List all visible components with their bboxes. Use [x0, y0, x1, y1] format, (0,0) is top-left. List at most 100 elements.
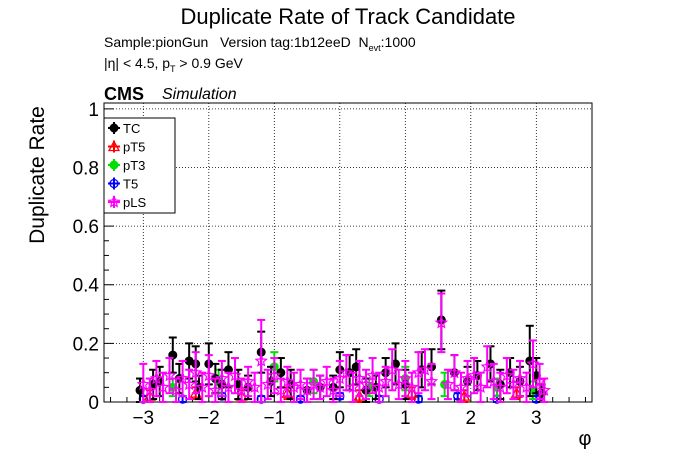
data-point: [467, 368, 481, 382]
axis-tick-labels: −3 −2 −1 0 1 2 3 0 0.2 0.4 0.6 0.8 1: [73, 100, 542, 429]
x-tick-label: 3: [531, 408, 542, 429]
legend-label: pLS: [123, 195, 146, 210]
data-point: [182, 377, 196, 391]
data-point: [493, 380, 507, 394]
data-point: [156, 380, 170, 394]
data-point: [195, 380, 209, 394]
y-tick-label: 1: [88, 100, 99, 121]
data-point: [424, 374, 439, 388]
data-series: [135, 289, 551, 404]
sample-label: Sample:pionGun: [104, 34, 209, 50]
data-point: [274, 383, 288, 396]
legend-entry-pT5: pT5: [107, 140, 145, 155]
nevt-subscript: evt: [368, 43, 381, 53]
data-point: [480, 359, 494, 373]
cms-label: CMS: [104, 84, 144, 104]
y-axis-label: Duplicate Rate: [26, 106, 49, 244]
data-point: [513, 371, 527, 385]
legend-label: pT5: [123, 140, 145, 155]
sample-info: Sample:pionGun Version tag:1b12eeD Nevt:…: [104, 34, 416, 53]
legend-entry-T5: T5: [108, 177, 138, 192]
data-point: [519, 380, 534, 394]
data-point: [136, 377, 150, 391]
data-point: [234, 383, 249, 396]
x-tick-label: 0: [335, 408, 346, 429]
legend-marker: [109, 178, 119, 189]
legend-marker: [107, 194, 121, 208]
data-point: [486, 374, 501, 388]
series-pLS: [136, 292, 551, 403]
grid: [104, 103, 592, 402]
data-point: [254, 353, 268, 367]
data-point: [447, 365, 462, 379]
data-point: [215, 371, 229, 385]
x-tick-label: −2: [198, 408, 220, 429]
simulation-label: Simulation: [162, 86, 237, 103]
legend: TC pT5 pT3 T5 pLS: [103, 117, 176, 214]
data-point: [326, 383, 341, 396]
data-point: [162, 368, 177, 382]
data-point: [405, 380, 419, 394]
cut-info: |η| < 4.5, pT > 0.9 GeV: [104, 55, 243, 74]
legend-entry-pLS: pLS: [107, 194, 146, 210]
legend-marker: [109, 123, 119, 133]
nevt-label: N: [358, 34, 369, 50]
data-point: [434, 315, 449, 329]
data-point: [385, 362, 399, 376]
data-point: [526, 356, 540, 370]
data-point: [319, 374, 334, 388]
data-point: [500, 368, 514, 382]
data-point: [261, 377, 275, 391]
data-point: [189, 365, 203, 379]
version-tag: Version tag:1b12eeD: [219, 34, 351, 50]
x-tick-label: 1: [400, 408, 411, 429]
data-point: [418, 362, 432, 376]
legend-label: T5: [123, 177, 138, 192]
data-point: [228, 368, 242, 382]
y-tick-label: 0: [88, 393, 99, 414]
x-axis-label: φ: [579, 428, 592, 450]
pt-cut: > 0.9 GeV: [175, 55, 243, 71]
data-point: [241, 374, 255, 388]
nevt-value: :1000: [380, 34, 416, 50]
chart-title: Duplicate Rate of Track Candidate: [180, 4, 516, 29]
data-point: [208, 383, 223, 396]
data-point: [398, 371, 412, 385]
data-point: [441, 377, 455, 391]
pt-subscript: T: [170, 64, 176, 74]
data-point: [221, 380, 236, 394]
legend-marker: [107, 140, 121, 152]
x-tick-label: −3: [132, 408, 154, 429]
y-tick-label: 0.8: [73, 158, 99, 179]
data-point: [169, 383, 183, 396]
legend-label: pT3: [123, 158, 145, 173]
data-point: [537, 383, 551, 396]
y-tick-label: 0.2: [73, 334, 99, 355]
y-tick-label: 0.6: [73, 217, 99, 238]
data-point: [346, 380, 360, 394]
data-point: [378, 374, 393, 388]
data-point: [365, 368, 380, 382]
data-point: [202, 368, 216, 382]
legend-label: TC: [123, 121, 140, 136]
data-point: [175, 371, 190, 385]
data-point: [359, 377, 373, 391]
data-point: [247, 380, 262, 394]
data-point: [149, 371, 164, 385]
data-point: [280, 374, 295, 388]
plot-frame: [103, 102, 593, 403]
data-point: [339, 365, 354, 379]
x-tick-label: 2: [466, 408, 477, 429]
eta-cut: |η| < 4.5, p: [104, 55, 171, 71]
data-point: [473, 380, 488, 394]
y-tick-label: 0.4: [73, 276, 100, 297]
legend-entry-pT3: pT3: [108, 158, 145, 173]
legend-marker: [109, 160, 119, 170]
data-point: [352, 371, 367, 385]
legend-entry-TC: TC: [108, 121, 140, 136]
data-point: [267, 368, 281, 382]
data-point: [454, 380, 468, 394]
data-point: [306, 377, 321, 391]
